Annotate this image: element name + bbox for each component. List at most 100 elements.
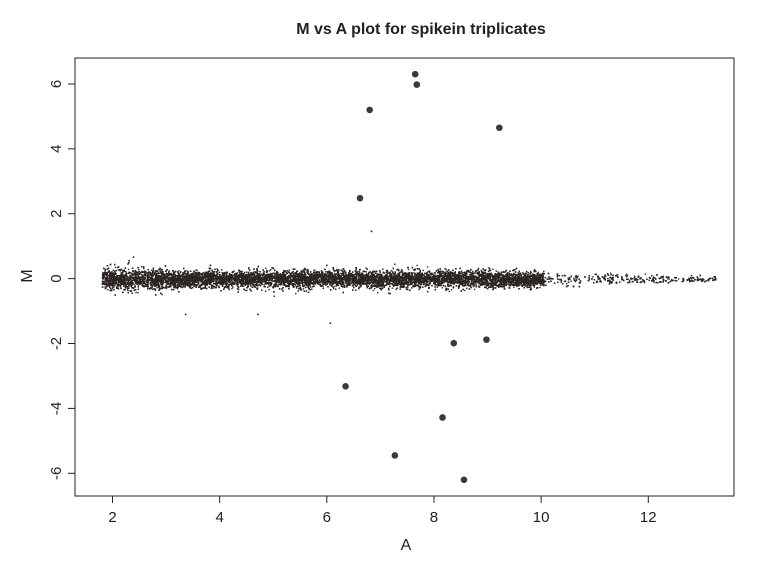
gene-point xyxy=(672,279,675,281)
gene-point xyxy=(336,268,338,271)
gene-point xyxy=(434,277,436,279)
gene-point xyxy=(408,272,411,274)
gene-point xyxy=(184,284,187,286)
gene-point xyxy=(311,276,313,278)
gene-point xyxy=(291,276,294,278)
gene-point xyxy=(310,275,312,277)
gene-point xyxy=(114,266,117,269)
gene-point xyxy=(487,270,490,273)
gene-point xyxy=(406,275,408,277)
gene-point xyxy=(150,269,153,271)
gene-point xyxy=(608,283,610,285)
gene-point xyxy=(498,279,501,282)
gene-point xyxy=(442,276,445,279)
gene-point xyxy=(146,275,148,278)
gene-point xyxy=(179,273,181,275)
gene-point xyxy=(610,272,612,274)
gene-point xyxy=(214,280,216,282)
gene-point xyxy=(611,278,613,281)
gene-point xyxy=(127,272,129,274)
gene-point xyxy=(527,286,530,289)
gene-point xyxy=(458,273,461,275)
gene-point xyxy=(420,278,422,280)
gene-point xyxy=(388,280,391,282)
gene-point xyxy=(156,287,158,289)
gene-point xyxy=(115,283,117,285)
gene-point xyxy=(472,271,474,273)
gene-point xyxy=(260,273,262,275)
gene-point xyxy=(416,264,418,267)
gene-point xyxy=(314,272,316,274)
gene-point xyxy=(241,270,243,273)
gene-point xyxy=(530,280,533,282)
gene-point xyxy=(151,281,153,284)
gene-point xyxy=(696,279,698,281)
gene-point xyxy=(513,283,515,285)
gene-point xyxy=(468,285,470,287)
gene-point xyxy=(653,281,655,284)
gene-point xyxy=(282,284,284,286)
gene-point xyxy=(502,277,504,280)
gene-point xyxy=(473,284,475,286)
gene-point xyxy=(491,273,493,275)
gene-point xyxy=(531,279,534,281)
gene-point xyxy=(287,285,290,287)
gene-point xyxy=(213,282,216,285)
gene-point xyxy=(226,275,228,277)
gene-point xyxy=(429,275,432,278)
gene-point xyxy=(199,286,201,289)
gene-point xyxy=(329,270,331,272)
gene-point xyxy=(539,283,541,285)
gene-point xyxy=(209,283,212,286)
gene-point xyxy=(489,269,492,272)
gene-point xyxy=(263,284,265,286)
gene-point xyxy=(634,275,636,277)
gene-point xyxy=(325,275,327,278)
gene-point xyxy=(539,286,541,289)
gene-point xyxy=(460,275,462,278)
gene-point xyxy=(218,271,221,273)
gene-point xyxy=(335,279,338,281)
gene-point xyxy=(223,274,225,276)
gene-point xyxy=(231,288,233,290)
gene-point xyxy=(292,271,294,273)
gene-point xyxy=(395,288,397,291)
gene-point xyxy=(270,280,273,282)
gene-point xyxy=(177,271,179,273)
gene-point xyxy=(448,290,450,293)
gene-point xyxy=(276,272,278,275)
gene-point xyxy=(168,272,171,275)
gene-point xyxy=(346,286,348,288)
gene-point xyxy=(107,289,109,291)
gene-point xyxy=(295,292,297,295)
gene-point xyxy=(522,272,524,274)
gene-point xyxy=(129,276,132,278)
gene-point xyxy=(285,276,287,279)
gene-point xyxy=(475,272,477,274)
gene-point xyxy=(228,272,231,275)
gene-point xyxy=(157,277,160,280)
gene-point xyxy=(439,280,441,282)
gene-point xyxy=(203,275,206,277)
gene-point xyxy=(453,277,455,279)
gene-point xyxy=(248,268,250,270)
gene-point xyxy=(356,284,358,286)
gene-point xyxy=(238,271,241,274)
gene-point xyxy=(644,273,647,275)
gene-point xyxy=(113,274,115,276)
gene-point xyxy=(426,266,429,268)
gene-point xyxy=(529,286,531,288)
gene-point xyxy=(217,279,219,281)
gene-point xyxy=(570,280,572,282)
gene-point xyxy=(407,284,409,286)
gene-point xyxy=(403,286,406,288)
gene-point xyxy=(113,283,115,285)
gene-point xyxy=(279,282,281,285)
gene-point xyxy=(374,288,376,290)
gene-point xyxy=(324,275,326,277)
gene-point xyxy=(147,286,149,288)
gene-point xyxy=(600,281,602,283)
gene-point xyxy=(445,268,447,271)
gene-point xyxy=(138,271,140,273)
